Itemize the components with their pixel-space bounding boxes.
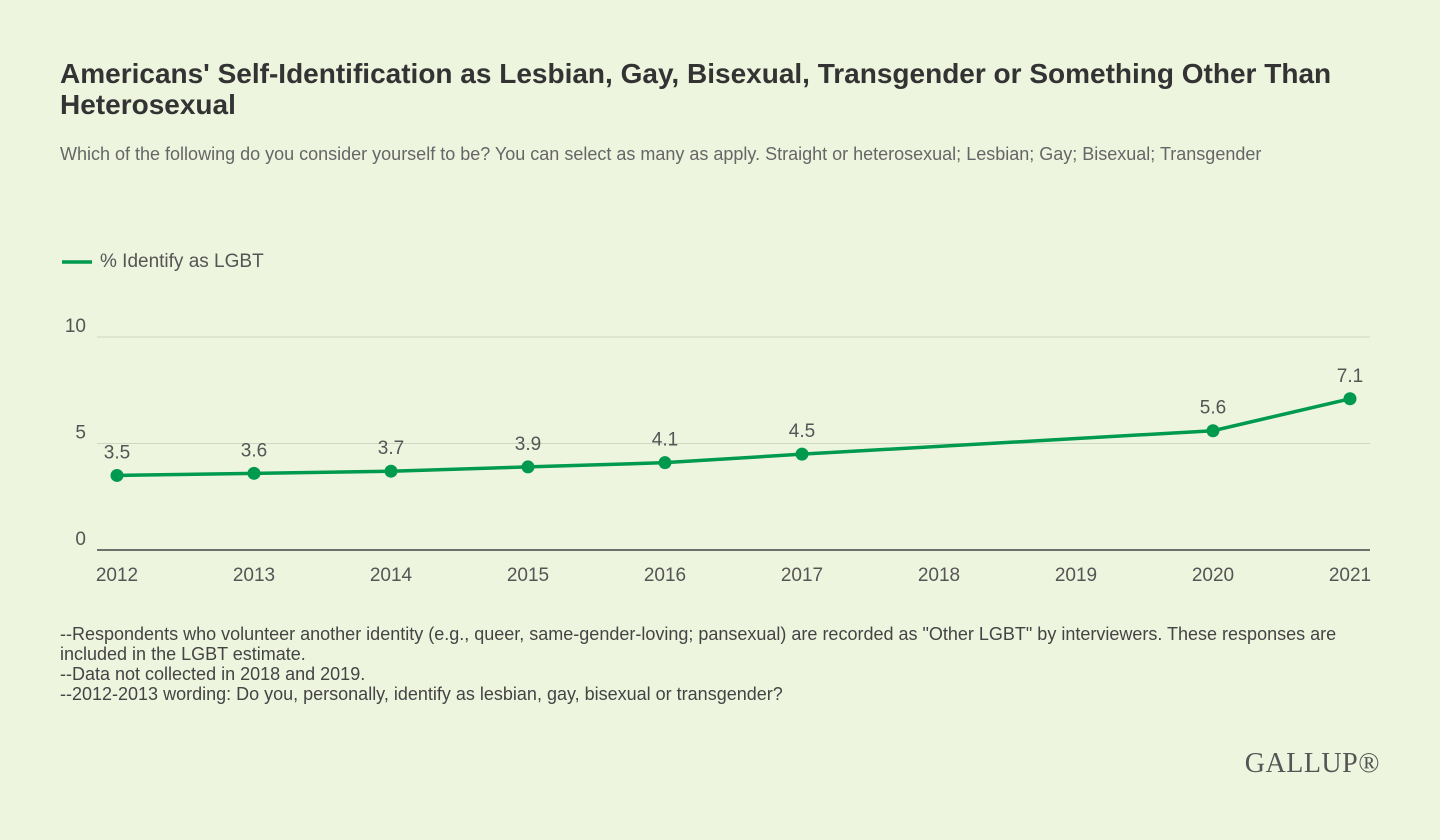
data-point — [795, 447, 809, 461]
x-tick-label: 2021 — [1329, 565, 1371, 586]
x-tick-label: 2019 — [1055, 565, 1097, 586]
legend-label: % Identify as LGBT — [100, 251, 264, 272]
data-point — [1206, 424, 1220, 438]
data-line — [116, 397, 1351, 478]
data-label: 3.7 — [378, 438, 404, 459]
data-label: 3.6 — [241, 440, 267, 461]
x-tick-label: 2015 — [507, 565, 549, 586]
chart-title: Americans' Self-Identification as Lesbia… — [60, 58, 1332, 120]
note: --Respondents who volunteer another iden… — [60, 624, 1337, 664]
data-point — [1343, 392, 1357, 406]
data-point — [110, 468, 124, 482]
x-tick-label: 2016 — [644, 565, 686, 586]
data-label: 4.1 — [652, 430, 678, 451]
data-label: 7.1 — [1337, 366, 1363, 387]
data-label: 3.5 — [104, 442, 130, 463]
y-tick-label: 10 — [65, 316, 86, 337]
note: --Data not collected in 2018 and 2019. — [60, 664, 366, 684]
x-tick-label: 2014 — [370, 565, 413, 586]
y-tick-label: 5 — [75, 423, 86, 444]
data-label: 3.9 — [515, 434, 541, 455]
notes: --Respondents who volunteer another iden… — [60, 624, 1360, 704]
x-tick-label: 2013 — [233, 565, 275, 586]
x-tick-label: 2017 — [781, 565, 823, 586]
x-tick-label: 2020 — [1192, 565, 1234, 586]
data-point — [247, 466, 261, 480]
x-tick-label: 2012 — [96, 565, 138, 586]
x-tick-label: 2018 — [918, 565, 960, 586]
data-label: 4.5 — [789, 421, 815, 442]
data-point — [658, 456, 672, 470]
note: --2012-2013 wording: Do you, personally,… — [60, 684, 783, 704]
y-tick-label: 0 — [75, 529, 86, 550]
data-label: 5.6 — [1200, 398, 1226, 419]
brand-logo: GALLUP® — [1244, 748, 1380, 779]
data-point — [521, 460, 535, 474]
data-point — [384, 464, 398, 478]
chart-subtitle: Which of the following do you consider y… — [60, 144, 1262, 164]
